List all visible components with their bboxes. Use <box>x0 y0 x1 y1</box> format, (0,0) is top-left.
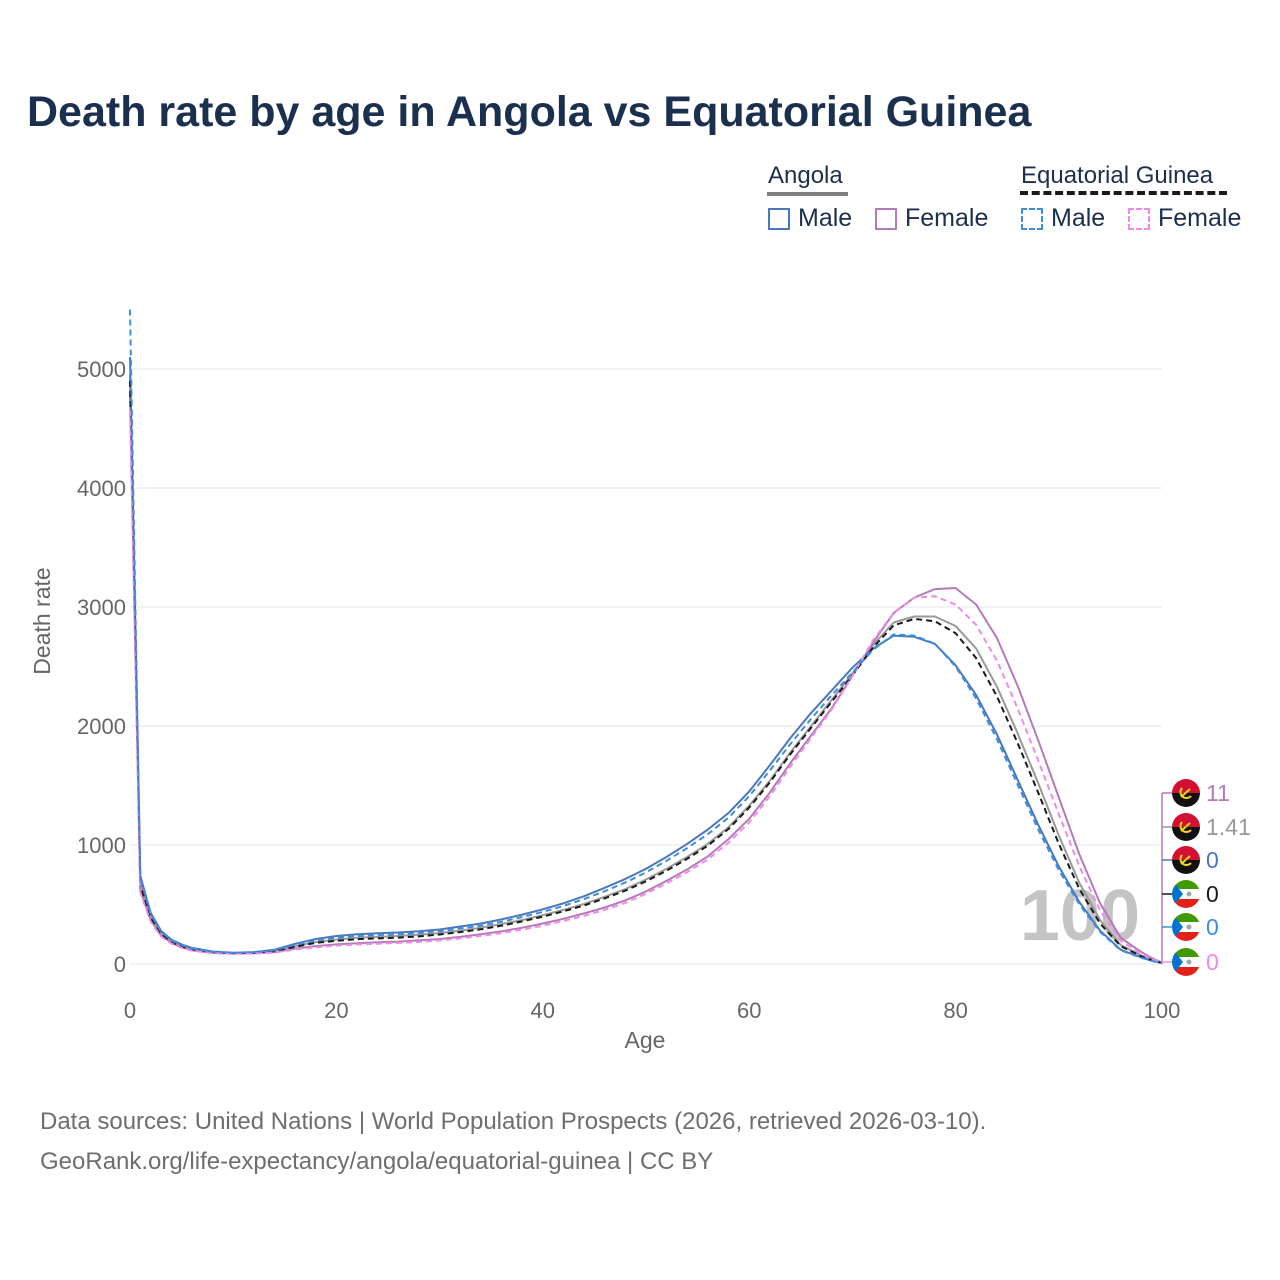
end-labels: 11 1.41 0 0 0 0 <box>1161 779 1251 976</box>
series-line-equatorial-guinea-both-sexes- <box>129 380 1163 964</box>
end-label-value: 0 <box>1206 881 1219 907</box>
x-tick-label-0: 0 <box>124 998 136 1023</box>
legend-label-equatorial-guinea-male: Male <box>1051 204 1106 232</box>
series-line-equatorial-guinea-male <box>129 309 1163 965</box>
legend-swatch-angola-male <box>768 207 790 230</box>
legend-group-equatorial-guinea-line <box>1020 191 1227 195</box>
angola-flag-icon <box>1172 779 1200 807</box>
source-line-1: Data sources: United Nations | World Pop… <box>40 1108 987 1135</box>
end-label-value: 1.41 <box>1206 814 1251 840</box>
end-label-value: 0 <box>1206 914 1219 940</box>
equatorial-guinea-flag-icon <box>1172 913 1200 941</box>
y-tick-label-4000: 4000 <box>77 476 126 501</box>
x-tick-label-60: 60 <box>737 998 761 1023</box>
legend-label-equatorial-guinea-female: Female <box>1158 204 1242 232</box>
y-tick-label-1000: 1000 <box>77 833 126 858</box>
y-tick-label-5000: 5000 <box>77 357 126 382</box>
legend-label-angola-male: Male <box>798 204 853 232</box>
x-axis-ticks: 0 20 40 60 80 100 <box>124 998 1180 1023</box>
equatorial-guinea-flag-icon <box>1172 948 1200 976</box>
series-lines <box>129 309 1163 965</box>
series-line-equatorial-guinea-female <box>129 410 1163 964</box>
legend-item-angola-female[interactable]: Female <box>875 204 988 233</box>
x-axis-label: Age <box>625 1027 666 1053</box>
y-axis-ticks: 0 1000 2000 3000 4000 5000 <box>77 357 126 977</box>
end-label-value: 0 <box>1206 847 1219 873</box>
equatorial-guinea-flag-icon <box>1172 880 1200 908</box>
y-tick-label-0: 0 <box>114 952 126 977</box>
angola-flag-icon <box>1172 846 1200 874</box>
legend-group-angola-line <box>767 192 848 196</box>
angola-flag-icon <box>1172 813 1200 841</box>
series-line-angola-female <box>129 392 1163 964</box>
legend-label-angola-female: Female <box>905 204 989 232</box>
end-label-value: 0 <box>1206 949 1219 975</box>
y-tick-label-2000: 2000 <box>77 714 126 739</box>
end-label-value: 11 <box>1206 780 1230 806</box>
x-tick-label-100: 100 <box>1144 998 1181 1023</box>
x-tick-label-40: 40 <box>531 998 555 1023</box>
legend-swatch-angola-female <box>875 207 897 230</box>
legend-item-angola-male[interactable]: Male <box>768 204 852 233</box>
legend-swatch-equatorial-guinea-male <box>1021 207 1043 230</box>
year-watermark: 100 <box>1020 876 1140 956</box>
series-line-angola-both-sexes- <box>129 374 1163 964</box>
legend-item-equatorial-guinea-male[interactable]: Male <box>1021 204 1105 233</box>
legend-group-equatorial-guinea: Equatorial Guinea <box>1021 162 1214 189</box>
legend-item-equatorial-guinea-female[interactable]: Female <box>1128 204 1241 233</box>
y-axis-label: Death rate <box>29 567 55 674</box>
grid-lines <box>130 368 1162 965</box>
source-line-2: GeoRank.org/life-expectancy/angola/equat… <box>40 1148 714 1175</box>
chart-title: Death rate by age in Angola vs Equatoria… <box>27 88 1032 136</box>
legend-group-angola: Angola <box>768 162 843 189</box>
y-tick-label-3000: 3000 <box>77 595 126 620</box>
x-tick-label-20: 20 <box>324 998 348 1023</box>
x-tick-label-80: 80 <box>943 998 967 1023</box>
legend-swatch-equatorial-guinea-female <box>1128 207 1150 230</box>
